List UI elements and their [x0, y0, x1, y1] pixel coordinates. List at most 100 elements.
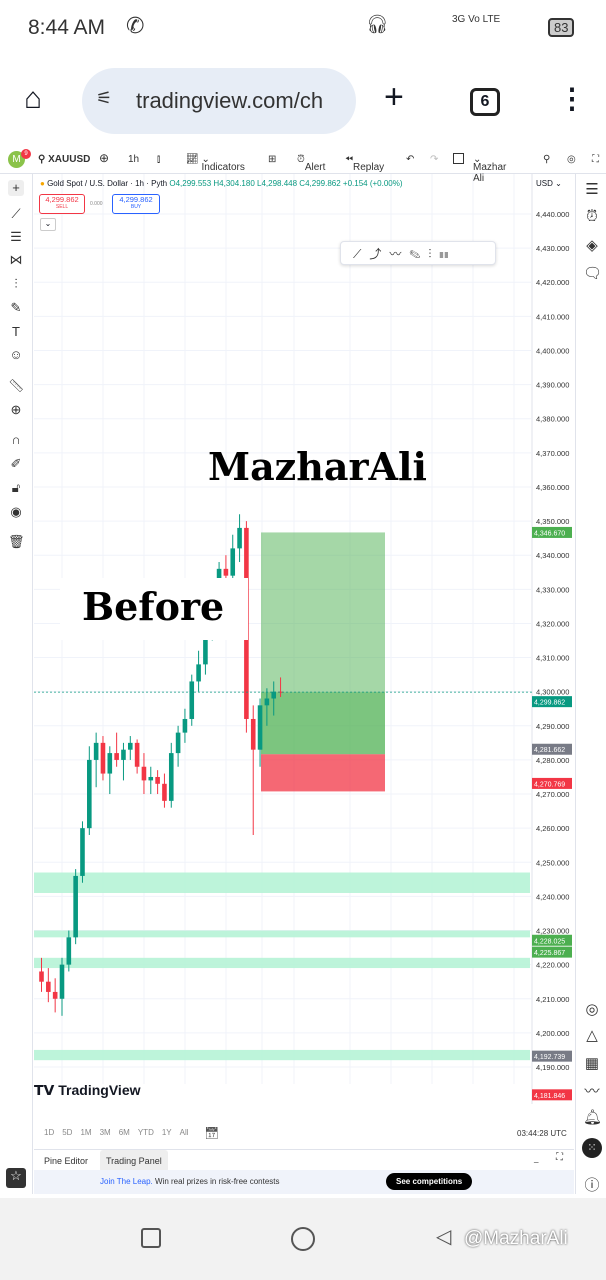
see-competitions-button[interactable]: See competitions: [386, 1173, 473, 1190]
floating-drawing-toolbar[interactable]: ⟋⤴〰✎⫶☷: [340, 241, 496, 265]
alarm-icon[interactable]: ⏰︎: [586, 208, 598, 225]
tab-pine-editor[interactable]: Pine Editor: [44, 1156, 89, 1166]
brush-icon[interactable]: ✎: [10, 300, 22, 315]
price-chart[interactable]: 4,440.000 4,430.000 4,420.000 4,410.000 4,40…: [34, 174, 574, 1104]
text-icon[interactable]: T: [12, 324, 20, 339]
promo-text: Win real prizes in risk-free contests: [155, 1177, 280, 1186]
watchlist-star-icon[interactable]: ☆: [6, 1168, 26, 1188]
minimize-icon[interactable]: _: [534, 1154, 539, 1163]
support-zone: [34, 957, 530, 969]
level-price-label: 4,192.739: [534, 1054, 565, 1061]
y-tick-label: 4,250.000: [536, 858, 569, 867]
undo-icon[interactable]: ↶: [406, 154, 415, 165]
candle-body: [175, 732, 181, 754]
candle-body: [250, 718, 256, 750]
emoji-icon[interactable]: ☺: [9, 347, 23, 362]
menu-icon[interactable]: ⋮: [558, 83, 586, 114]
candles-icon[interactable]: ⫾: [157, 154, 161, 165]
stop-price-label: 4,270.769: [534, 781, 565, 788]
indicators-button[interactable]: 📈︎ Indicators ⌄: [186, 154, 245, 173]
candle-body: [66, 937, 72, 965]
fib-icon[interactable]: ☰: [10, 229, 22, 244]
compare-icon[interactable]: ⊕: [99, 151, 110, 165]
new-tab-icon[interactable]: +: [384, 78, 404, 116]
zoom-in-icon[interactable]: ⊕: [10, 402, 22, 417]
url-field[interactable]: ⚟ tradingview.com/ch: [82, 68, 356, 134]
range-1d[interactable]: 1D: [44, 1128, 55, 1137]
back-button[interactable]: ◁: [436, 1226, 452, 1248]
crosshair-icon[interactable]: +: [8, 180, 24, 196]
apps-grid-icon[interactable]: ⁙: [582, 1138, 602, 1158]
range-6m[interactable]: 6M: [118, 1128, 130, 1137]
range-ytd[interactable]: YTD: [137, 1128, 154, 1137]
spread: 0.000: [90, 201, 103, 207]
home-button[interactable]: [291, 1227, 315, 1251]
layers-icon[interactable]: ◈: [586, 237, 598, 254]
forecast-icon[interactable]: ⫶: [14, 276, 18, 291]
range-1m[interactable]: 1M: [80, 1128, 92, 1137]
maximize-icon[interactable]: ⛶: [556, 1152, 563, 1163]
pattern-icon[interactable]: ⋈: [9, 252, 23, 267]
magnet-icon[interactable]: ∩: [11, 432, 21, 447]
trash-icon[interactable]: 🗑︎: [8, 534, 25, 549]
y-tick-label: 4,300.000: [536, 688, 569, 697]
range-1y[interactable]: 1Y: [161, 1128, 172, 1137]
alert-button[interactable]: ⏰︎ Alert: [297, 154, 326, 173]
redo-icon[interactable]: ↷: [430, 154, 439, 165]
layout-name-button[interactable]: Mazhar Ali ⌄: [473, 154, 507, 184]
level-price-label: 4,225.867: [534, 950, 565, 957]
range-all[interactable]: All: [179, 1128, 189, 1137]
status-bar: 8:44 AM ✆ 🎧︎ 3G Vo LTE 83: [0, 0, 606, 56]
home-icon[interactable]: ⌂: [24, 82, 43, 115]
goto-date-icon[interactable]: 📅︎: [204, 1126, 220, 1140]
drawing-toolbar: + ⟋ ☰ ⋈ ⫶ ✎ T ☺ 📏︎ ⊕ ∩ ✐ 🔓︎ ◉ 🗑︎ ☆: [0, 174, 33, 1194]
ideas-icon[interactable]: △: [586, 1027, 598, 1044]
fullscreen-icon[interactable]: ⛶: [592, 154, 599, 165]
broadcast-icon[interactable]: 〰: [584, 1083, 600, 1100]
bell-icon[interactable]: 🔔︎: [583, 1109, 603, 1126]
promo-link[interactable]: Join The Leap.: [100, 1177, 153, 1186]
symbol-search[interactable]: ⚲ XAUUSD: [38, 154, 91, 165]
site-settings-icon[interactable]: ⚟: [96, 88, 113, 108]
range-5d[interactable]: 5D: [62, 1128, 73, 1137]
y-tick-label: 4,200.000: [536, 1029, 569, 1038]
candle-body: [141, 766, 147, 781]
candle-body: [114, 753, 119, 760]
promo-banner: Join The Leap. Win real prizes in risk-f…: [34, 1170, 574, 1194]
candle-body: [134, 742, 140, 767]
range-3m[interactable]: 3M: [99, 1128, 111, 1137]
watchlist-icon[interactable]: ☰: [585, 181, 599, 198]
settings-icon[interactable]: ◎: [567, 154, 576, 165]
target-price-label-bg: [532, 526, 572, 538]
buy-button[interactable]: 4,299.862 BUY: [112, 194, 160, 214]
replay-button[interactable]: ⏪︎ Replay: [345, 154, 385, 173]
y-tick-label: 4,310.000: [536, 654, 569, 663]
utc-clock[interactable]: 03:44:28 UTC: [517, 1129, 567, 1138]
recents-button[interactable]: [141, 1228, 161, 1248]
avatar[interactable]: M: [8, 151, 25, 168]
calendar-icon[interactable]: ▦: [584, 1055, 600, 1072]
target-icon[interactable]: ◎: [585, 1001, 599, 1018]
sell-button[interactable]: 4,299.862 SELL: [39, 194, 85, 214]
layout-grid-icon[interactable]: ⊞: [268, 154, 277, 165]
high-value: H4,304.180: [213, 179, 255, 188]
tab-switcher-button[interactable]: 6: [470, 88, 500, 116]
chat-icon[interactable]: 🗨︎: [583, 265, 603, 282]
interval-button[interactable]: 1h: [128, 154, 140, 165]
currency-select[interactable]: USD ⌄: [536, 179, 562, 188]
trendline-icon[interactable]: ⟋: [11, 206, 21, 221]
lock-icon[interactable]: 🔓︎: [11, 480, 21, 495]
candle-body: [121, 749, 126, 760]
candle-body: [223, 568, 229, 576]
help-icon[interactable]: ⓘ: [584, 1177, 600, 1194]
layout-checkbox-icon[interactable]: [453, 153, 464, 164]
eye-icon[interactable]: ◉: [10, 504, 22, 519]
quick-search-icon[interactable]: ⚲: [543, 154, 551, 165]
collapse-legend-button[interactable]: ⌄: [40, 218, 56, 231]
stop-price-label-bg: [532, 777, 572, 789]
candle-body: [189, 681, 195, 719]
tab-trading-panel[interactable]: Trading Panel: [100, 1150, 168, 1172]
ruler-icon[interactable]: 📏︎: [8, 378, 25, 393]
position-profit-area: [261, 692, 385, 755]
lock-drawing-icon[interactable]: ✐: [10, 456, 22, 471]
